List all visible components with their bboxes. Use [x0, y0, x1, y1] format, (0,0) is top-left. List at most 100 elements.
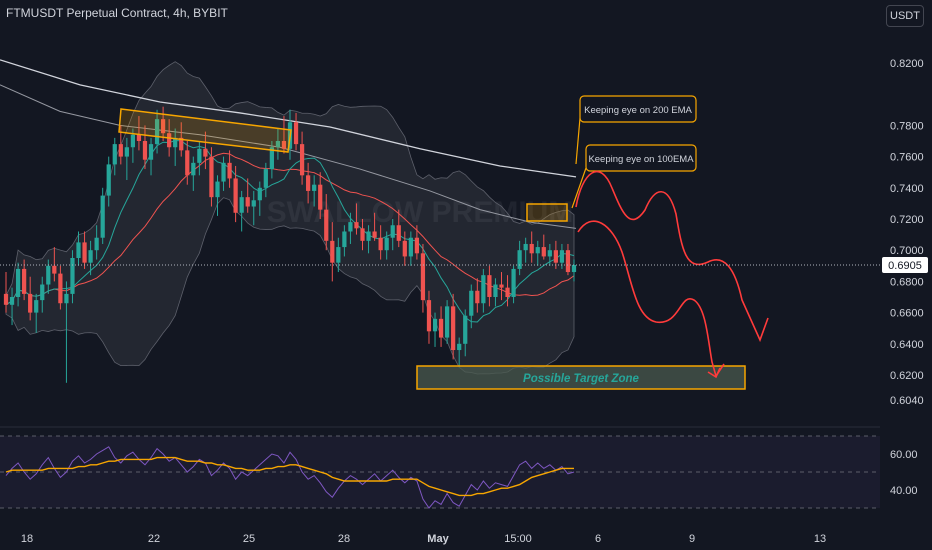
price-tick-label: 0.7800 [890, 120, 924, 132]
target-zone-box [416, 365, 746, 390]
time-tick-label: 25 [243, 533, 255, 545]
candle-body [34, 300, 39, 313]
candle-body [197, 148, 202, 163]
watermark: SWALLOW PREMIUM [267, 196, 574, 229]
price-tick-label: 0.7000 [890, 245, 924, 257]
price-tick-label: 0.6800 [890, 276, 924, 288]
candle-body [15, 268, 21, 297]
candle-body [414, 237, 420, 254]
candle-body [293, 122, 299, 145]
price-tick-label: 0.8200 [890, 58, 924, 70]
price-tick-label: 0.7600 [890, 152, 924, 164]
candle-body [160, 119, 166, 134]
price-axis: 0.8200 0.7800 0.7600 0.7400 0.7200 0.7000 0.68… [890, 58, 924, 497]
candle-body [408, 237, 413, 257]
candle-body [94, 237, 99, 251]
candle-body [124, 147, 129, 157]
candle-body [312, 184, 317, 191]
candle-body [142, 141, 148, 160]
candle-body [28, 293, 33, 313]
time-tick-label: 9 [689, 533, 695, 545]
candle-body [167, 133, 172, 148]
candle-body [209, 156, 214, 198]
candle-body [318, 184, 323, 210]
candle-body [239, 197, 244, 213]
candle-body [426, 300, 432, 332]
candle-body [336, 247, 341, 263]
last-price-value: 0.6905 [888, 260, 922, 272]
candle-body [348, 222, 353, 232]
rsi-tick-label: 40.00 [890, 485, 918, 497]
target-zone-label: Possible Target Zone [523, 373, 639, 385]
price-tick-label: 0.7400 [890, 183, 924, 195]
ema-lines [0, 59, 577, 229]
candle-body [451, 306, 456, 351]
price-tick-label: 0.6400 [890, 339, 924, 351]
candle-body [185, 150, 190, 176]
candle-body [269, 147, 274, 170]
candle-body [154, 119, 160, 145]
candle-body [529, 243, 534, 254]
bollinger-bands [5, 61, 575, 375]
candle-body [191, 162, 196, 176]
candle-body [281, 141, 287, 149]
candle-body [179, 137, 184, 151]
candle-body [390, 225, 395, 238]
time-tick-label: 18 [21, 533, 33, 545]
price-tick-label: 0.6600 [890, 308, 924, 320]
candle-body [88, 250, 93, 263]
candle-body [215, 181, 220, 198]
ema-highlight-box[interactable] [526, 203, 568, 222]
candle-body [9, 297, 15, 305]
candle-body [457, 343, 462, 351]
callout-100-ema[interactable]: Keeping eye on 100EMA [571, 144, 697, 209]
candle-body [118, 144, 123, 157]
candle-body [420, 253, 426, 301]
candle-body [517, 250, 522, 269]
candle-body [360, 228, 365, 241]
target-zone[interactable]: Possible Target Zone [416, 365, 746, 390]
currency-button[interactable]: USDT [886, 5, 924, 27]
bollinger-fill [5, 61, 575, 375]
candle-body [372, 231, 377, 238]
callout-200-ema[interactable]: Keeping eye on 200 EMA [575, 95, 697, 165]
candle-body [384, 237, 389, 251]
rsi-panel [0, 426, 880, 509]
resistance-highlight[interactable] [118, 108, 292, 153]
candle-body [58, 273, 63, 304]
candle-body [106, 164, 111, 196]
candle-body [76, 242, 81, 258]
candle-body [523, 243, 528, 251]
candle-body [499, 284, 504, 288]
time-tick-label: 6 [595, 533, 601, 545]
candle-body [469, 290, 474, 316]
time-axis: 18 22 25 28 May 15:00 6 9 13 [21, 533, 826, 545]
candle-body [493, 284, 498, 297]
candle-body [257, 187, 262, 201]
candle-body [46, 265, 51, 285]
annotations: Keeping eye on 200 EMA Keeping eye on 10… [118, 95, 769, 390]
short-ma-line [5, 139, 575, 323]
ema-200-line [0, 59, 577, 178]
candle-body [130, 134, 136, 148]
last-price-badge [882, 257, 928, 274]
candle-body [40, 284, 45, 301]
candle-body [438, 318, 444, 338]
rsi-line [5, 446, 575, 509]
candle-body [330, 240, 335, 263]
projection-path-lower [577, 220, 725, 378]
candle-body [342, 231, 347, 248]
price-tick-label: 0.7200 [890, 214, 924, 226]
candle-body [559, 250, 565, 263]
candle-body [203, 148, 208, 157]
candle-body [547, 250, 552, 257]
callout-200-ema-box [579, 95, 697, 123]
chart-title: FTMUSDT Perpetual Contract, 4h, BYBIT [6, 6, 228, 20]
candle-body [511, 268, 516, 297]
rsi-ma-line [5, 456, 574, 497]
candle-body [70, 258, 75, 294]
time-tick-label: 28 [338, 533, 350, 545]
candle-body [263, 169, 268, 188]
candle-body [136, 134, 142, 141]
